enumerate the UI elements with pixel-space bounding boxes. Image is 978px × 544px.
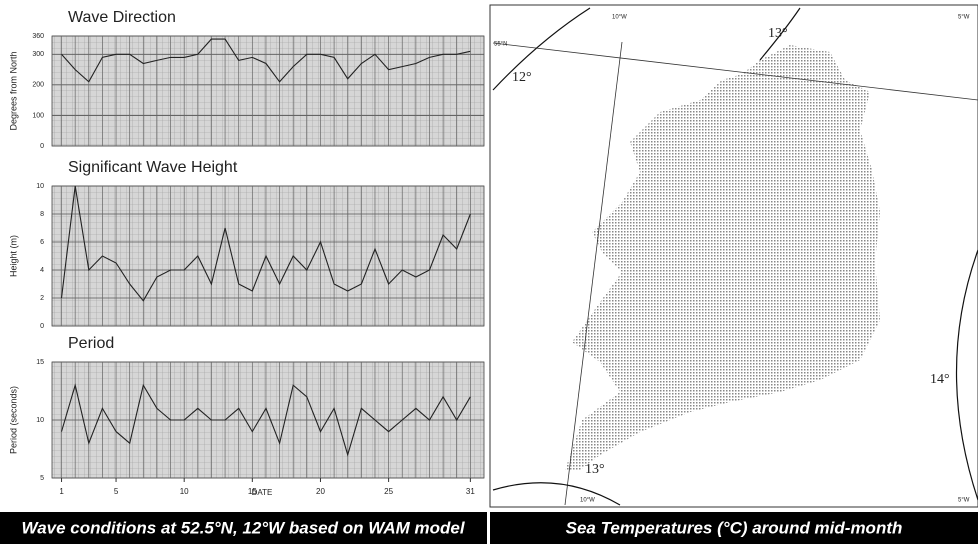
- y-axis-label: Height (m): [8, 235, 18, 277]
- y-tick-label: 8: [40, 211, 44, 218]
- y-tick-label: 4: [40, 267, 44, 274]
- caption-bar: [0, 512, 487, 544]
- y-tick-label: 100: [32, 112, 44, 119]
- meridian: [564, 41, 623, 506]
- y-tick-label: 15: [36, 359, 44, 366]
- y-tick-label: 5: [40, 475, 44, 482]
- graticule-label: 10°W: [580, 498, 595, 504]
- ireland: [565, 45, 880, 470]
- isotherm: [492, 482, 621, 506]
- data-line: [60, 383, 471, 457]
- caption: Wave conditions at 52.5°N, 12°W based on…: [21, 518, 465, 537]
- x-tick-label: 5: [114, 487, 119, 496]
- y-tick-label: 0: [40, 323, 44, 330]
- y-tick-label: 300: [32, 51, 44, 58]
- chart-title: Period: [68, 335, 114, 352]
- graticule-label: 5°W: [958, 498, 970, 504]
- x-tick-label: 15: [248, 487, 257, 496]
- graticule-label: 10°W: [612, 15, 627, 21]
- caption: Sea Temperatures (°C) around mid-month: [566, 518, 903, 537]
- plot-area: [51, 185, 485, 327]
- isotherm-label: 14°: [930, 372, 950, 387]
- data-line: [60, 185, 471, 302]
- isotherm: [492, 7, 591, 91]
- x-tick-label: 31: [466, 487, 475, 496]
- x-tick-label: 25: [384, 487, 393, 496]
- x-tick-label: 20: [316, 487, 325, 496]
- data-line: [61, 38, 471, 83]
- isotherm-label: 13°: [768, 26, 788, 41]
- y-tick-label: 200: [32, 82, 44, 89]
- chart-title: Wave Direction: [68, 9, 176, 26]
- caption-bar: [490, 512, 978, 544]
- plot-area: [51, 35, 485, 147]
- graticule-label: 55°N: [494, 42, 507, 48]
- y-tick-label: 10: [36, 417, 44, 424]
- isotherm-label: 12°: [512, 70, 532, 85]
- y-tick-label: 2: [40, 295, 44, 302]
- x-tick-label: 1: [59, 487, 64, 496]
- y-axis-label: Degrees from North: [8, 51, 18, 130]
- y-tick-label: 0: [40, 143, 44, 150]
- y-tick-label: 6: [40, 239, 44, 246]
- y-tick-label: 360: [32, 33, 44, 40]
- graticule-label: 5°W: [958, 15, 970, 21]
- chart-title: Significant Wave Height: [68, 159, 238, 176]
- x-axis-label: DATE: [252, 488, 273, 497]
- x-tick-label: 10: [180, 487, 189, 496]
- y-axis-label: Period (seconds): [8, 386, 18, 454]
- isotherm: [759, 7, 801, 61]
- isotherm: [955, 249, 978, 501]
- map: 12° 13° 13° 14° 55°N 10°W 10°W 5°W 5°W: [489, 4, 978, 508]
- y-tick-label: 10: [36, 183, 44, 190]
- parallel: [492, 42, 978, 101]
- isotherm-label: 13°: [585, 462, 605, 477]
